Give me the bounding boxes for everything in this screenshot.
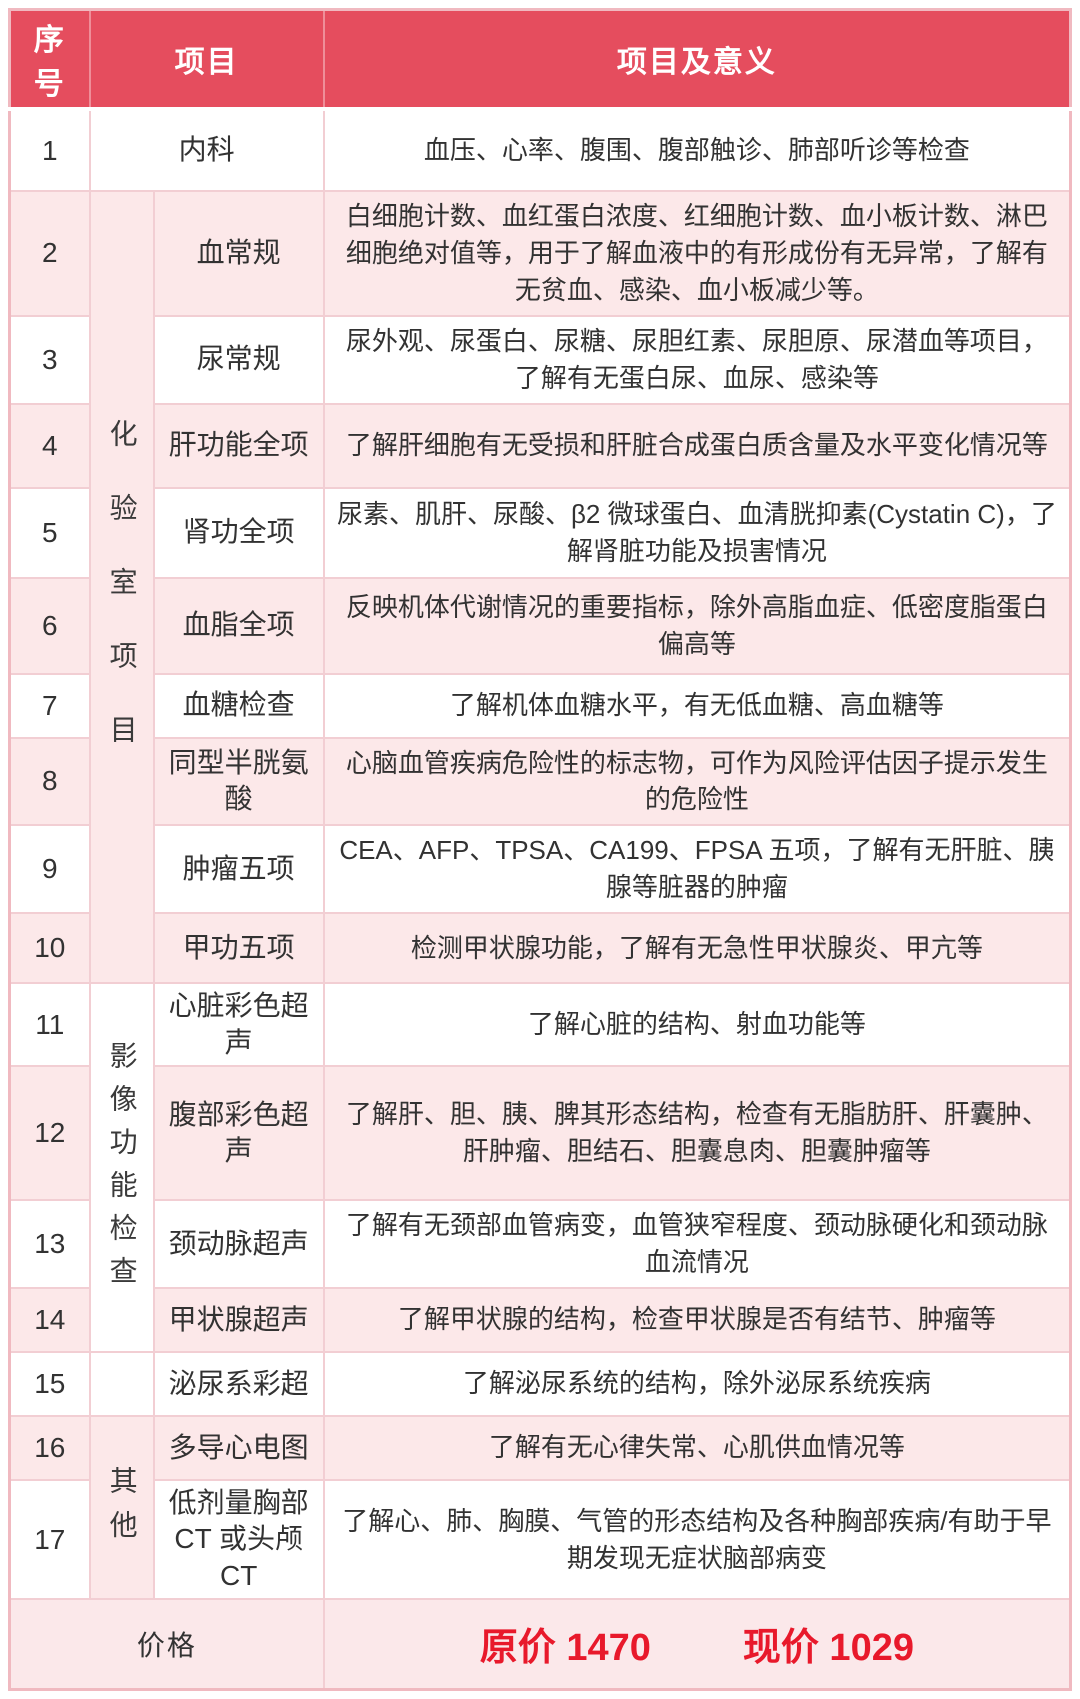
row-item: 心脏彩色超声	[152, 982, 325, 1068]
table-row: 4 肝功能全项 了解肝细胞有无受损和肝脏合成蛋白质含量及水平变化情况等	[8, 402, 1072, 489]
row-desc: 了解心脏的结构、射血功能等	[322, 982, 1072, 1068]
category-imaging: 影像功能检查	[88, 982, 155, 1353]
header-item: 项目	[88, 8, 325, 111]
price-row: 价格 原价 1470 现价 1029	[8, 1598, 1072, 1691]
row-no: 12	[8, 1065, 91, 1202]
table-row: 17 低剂量胸部CT 或头颅CT 了解心、肺、胸膜、气管的形态结构及各种胸部疾病…	[8, 1478, 1072, 1601]
row-item: 甲状腺超声	[152, 1286, 325, 1353]
row-item: 肾功全项	[152, 486, 325, 579]
row-desc: 了解机体血糖水平，有无低血糖、高血糖等	[322, 672, 1072, 739]
original-price: 原价 1470	[479, 1627, 651, 1670]
row-desc: 了解泌尿系统的结构，除外泌尿系统疾病	[322, 1350, 1072, 1417]
row-no: 15	[8, 1350, 91, 1417]
category-lab: 化验室项目	[88, 189, 155, 985]
category-lab-label: 化验室项目	[106, 418, 138, 789]
category-imaging-label: 影像功能检查	[106, 1041, 138, 1300]
category-other-label: 其他	[106, 1466, 138, 1555]
table-row: 16 其他 多导心电图 了解有无心律失常、心肌供血情况等	[8, 1414, 1072, 1601]
checkup-table-wrapper: 序号 项目 项目及意义 1 内科 血压、心率、腹围、腹部触诊、肺部听诊等检查 2…	[8, 8, 1072, 1691]
row-no: 2	[8, 190, 91, 317]
price-wrap: 原价 1470 现价 1029	[333, 1616, 1061, 1671]
row-desc: 了解肝、胆、胰、脾其形态结构，检查有无脂肪肝、肝囊肿、肝肿瘤、胆结石、胆囊息肉、…	[322, 1065, 1072, 1202]
category-other: 其他	[88, 1414, 155, 1601]
table-row: 12 腹部彩色超声 了解肝、胆、胰、脾其形态结构，检查有无脂肪肝、肝囊肿、肝肿瘤…	[8, 1065, 1072, 1202]
table-header-row: 序号 项目 项目及意义	[8, 8, 1072, 111]
header-no: 序号	[8, 8, 91, 111]
row-item: 尿常规	[152, 314, 325, 405]
row-no: 13	[8, 1199, 91, 1289]
row-item: 肝功能全项	[152, 402, 325, 489]
row-item: 腹部彩色超声	[152, 1065, 325, 1202]
row-desc: 了解有无心律失常、心肌供血情况等	[322, 1414, 1072, 1481]
checkup-table: 序号 项目 项目及意义 1 内科 血压、心率、腹围、腹部触诊、肺部听诊等检查 2…	[8, 8, 1072, 1691]
row-no: 16	[8, 1414, 91, 1481]
row-no: 10	[8, 912, 91, 985]
row-desc: 了解肝细胞有无受损和肝脏合成蛋白质含量及水平变化情况等	[322, 402, 1072, 489]
row-item: 同型半胱氨酸	[152, 736, 325, 827]
row-desc: 检测甲状腺功能，了解有无急性甲状腺炎、甲亢等	[322, 912, 1072, 985]
row-item: 肿瘤五项	[152, 824, 325, 915]
row-item: 血糖检查	[152, 672, 325, 739]
row-desc: 了解甲状腺的结构，检查甲状腺是否有结节、肿瘤等	[322, 1286, 1072, 1353]
table-row: 7 血糖检查 了解机体血糖水平，有无低血糖、高血糖等	[8, 672, 1072, 739]
row-no: 1	[8, 108, 91, 192]
category-empty	[88, 1350, 155, 1417]
row-no: 5	[8, 486, 91, 579]
row-no: 8	[8, 736, 91, 827]
table-row: 9 肿瘤五项 CEA、AFP、TPSA、CA199、FPSA 五项，了解有无肝脏…	[8, 824, 1072, 915]
row-item: 甲功五项	[152, 912, 325, 985]
row-desc: 心脑血管疾病危险性的标志物，可作为风险评估因子提示发生的危险性	[322, 736, 1072, 827]
row-desc: 血压、心率、腹围、腹部触诊、肺部听诊等检查	[322, 108, 1072, 192]
row-desc: 反映机体代谢情况的重要指标，除外高脂血症、低密度脂蛋白偏高等	[322, 576, 1072, 675]
row-no: 14	[8, 1286, 91, 1353]
table-row: 10 甲功五项 检测甲状腺功能，了解有无急性甲状腺炎、甲亢等	[8, 912, 1072, 985]
row-item: 低剂量胸部CT 或头颅CT	[152, 1478, 325, 1601]
current-price: 现价 1029	[742, 1627, 914, 1670]
row-no: 17	[8, 1478, 91, 1601]
row-no: 6	[8, 576, 91, 675]
header-meaning: 项目及意义	[322, 8, 1072, 111]
row-no: 7	[8, 672, 91, 739]
row-no: 11	[8, 982, 91, 1068]
row-desc: 了解心、肺、胸膜、气管的形态结构及各种胸部疾病/有助于早期发现无症状脑部病变	[322, 1478, 1072, 1601]
row-no: 4	[8, 402, 91, 489]
table-row: 2 化验室项目 血常规 白细胞计数、血红蛋白浓度、红细胞计数、血小板计数、淋巴细…	[8, 189, 1072, 985]
table-row: 11 影像功能检查 心脏彩色超声 了解心脏的结构、射血功能等	[8, 982, 1072, 1353]
table-row: 8 同型半胱氨酸 心脑血管疾病危险性的标志物，可作为风险评估因子提示发生的危险性	[8, 736, 1072, 827]
table-row: 13 颈动脉超声 了解有无颈部血管病变，血管狭窄程度、颈动脉硬化和颈动脉血流情况	[8, 1199, 1072, 1289]
table-row: 15 泌尿系彩超 了解泌尿系统的结构，除外泌尿系统疾病	[8, 1350, 1072, 1417]
row-item: 血脂全项	[152, 576, 325, 675]
row-item: 血常规	[152, 190, 325, 317]
table-row: 14 甲状腺超声 了解甲状腺的结构，检查甲状腺是否有结节、肿瘤等	[8, 1286, 1072, 1353]
row-no: 3	[8, 314, 91, 405]
row-desc: 尿素、肌肝、尿酸、β2 微球蛋白、血清胱抑素(Cystatin C)，了解肾脏功…	[322, 486, 1072, 579]
row-desc: 白细胞计数、血红蛋白浓度、红细胞计数、血小板计数、淋巴细胞绝对值等，用于了解血液…	[322, 190, 1072, 317]
price-label: 价格	[8, 1598, 325, 1691]
row-item: 泌尿系彩超	[152, 1350, 325, 1417]
row-item: 内科	[88, 108, 325, 192]
row-desc: CEA、AFP、TPSA、CA199、FPSA 五项，了解有无肝脏、胰腺等脏器的…	[322, 824, 1072, 915]
price-values: 原价 1470 现价 1029	[322, 1598, 1072, 1691]
table-row: 1 内科 血压、心率、腹围、腹部触诊、肺部听诊等检查	[8, 108, 1072, 192]
row-item: 多导心电图	[152, 1414, 325, 1481]
table-row: 5 肾功全项 尿素、肌肝、尿酸、β2 微球蛋白、血清胱抑素(Cystatin C…	[8, 486, 1072, 579]
row-no: 9	[8, 824, 91, 915]
table-row: 6 血脂全项 反映机体代谢情况的重要指标，除外高脂血症、低密度脂蛋白偏高等	[8, 576, 1072, 675]
row-desc: 尿外观、尿蛋白、尿糖、尿胆红素、尿胆原、尿潜血等项目，了解有无蛋白尿、血尿、感染…	[322, 314, 1072, 405]
row-item: 颈动脉超声	[152, 1199, 325, 1289]
row-desc: 了解有无颈部血管病变，血管狭窄程度、颈动脉硬化和颈动脉血流情况	[322, 1199, 1072, 1289]
table-row: 3 尿常规 尿外观、尿蛋白、尿糖、尿胆红素、尿胆原、尿潜血等项目，了解有无蛋白尿…	[8, 314, 1072, 405]
